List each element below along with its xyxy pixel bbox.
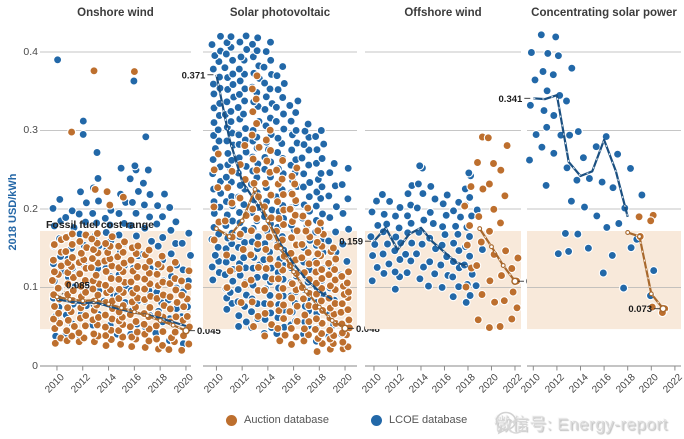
y-tick-label: 0.1 [23,281,38,293]
legend-item-lcoe: LCOE database [371,414,467,426]
panel-title: Onshore wind [77,7,154,19]
value-annotation: 0.085 [58,280,90,298]
svg-text:0.048: 0.048 [356,324,380,335]
lcoe-legend-dot [371,414,383,426]
fossil-fuel-range-label: Fossil fuel cost range [46,219,154,231]
value-annotation: 0.371 [182,70,214,81]
svg-text:0.045: 0.045 [197,326,221,337]
lcoe-trend-line [373,226,469,268]
svg-text:0.371: 0.371 [182,70,206,81]
auction-dots [460,132,523,333]
panel-concentrating-solar-power: 0.341 0.073 [499,30,681,371]
panel-title: Concentrating solar power [531,7,677,19]
watermark: 微信号: Energy-report [495,410,668,435]
value-annotation: 0.048 [348,324,380,335]
value-annotation: 0.045 [188,326,221,337]
svg-text:0.341: 0.341 [499,94,523,105]
y-tick-label: 0 [32,359,38,372]
legend-item-auction: Auction database [226,414,329,426]
value-annotation: 0.159 [339,237,371,248]
svg-text:0.159: 0.159 [339,237,363,248]
wechat-icon [495,411,524,435]
svg-text:0.073: 0.073 [628,304,652,315]
y-tick-label: 0.2 [23,202,38,215]
auction-dots [47,66,194,355]
fossil-fuel-band [527,230,681,330]
lcoe-trend-line [533,94,629,218]
auction-trend-line [213,186,349,333]
panel-onshore-wind: 0.085 0.045 [40,51,221,371]
lcoe-dots [524,30,659,301]
auction-legend-dot [226,414,237,426]
y-tick-label: 0.4 [23,45,38,58]
panel-title: Offshore wind [404,7,482,19]
auction-trend-line [477,226,519,285]
lcoe-dots [366,161,487,307]
auction-trend-line [54,294,190,335]
y-tick-label: 0.3 [23,124,38,136]
legend: Auction database LCOE database [226,414,467,426]
value-annotation: 0.073 [628,304,661,315]
legend-label: LCOE database [389,414,468,426]
auction-trend-line [625,230,667,313]
legend-label: Auction database [244,414,330,426]
panel-title: Solar photovoltaic [229,7,331,19]
watermark-text: 微信号: Energy-report [494,415,668,434]
svg-text:0.085: 0.085 [66,280,90,291]
panel-solar-photovoltaic: 0.371 0.048 [182,31,380,371]
value-annotation: 0.341 [499,94,531,105]
